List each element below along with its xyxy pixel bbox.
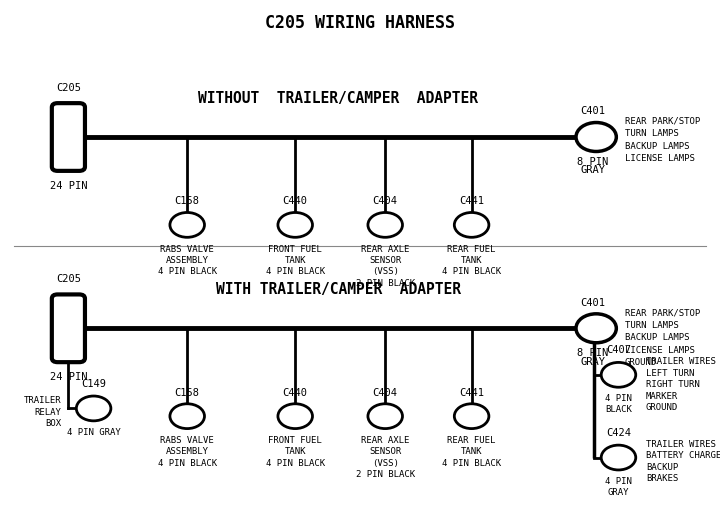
Text: BACKUP: BACKUP bbox=[646, 463, 678, 472]
Text: LICENSE LAMPS: LICENSE LAMPS bbox=[625, 154, 695, 163]
Circle shape bbox=[576, 123, 616, 151]
Text: LEFT TURN: LEFT TURN bbox=[646, 369, 694, 378]
Text: 2 PIN BLACK: 2 PIN BLACK bbox=[356, 279, 415, 287]
Text: RABS VALVE: RABS VALVE bbox=[161, 436, 214, 445]
Text: TANK: TANK bbox=[461, 447, 482, 456]
Text: 8 PIN: 8 PIN bbox=[577, 157, 608, 166]
Text: TANK: TANK bbox=[284, 447, 306, 456]
Text: TURN LAMPS: TURN LAMPS bbox=[625, 321, 679, 330]
Text: BACKUP LAMPS: BACKUP LAMPS bbox=[625, 142, 690, 151]
Text: SENSOR: SENSOR bbox=[369, 447, 401, 456]
Text: 4 PIN BLACK: 4 PIN BLACK bbox=[266, 459, 325, 467]
Text: ASSEMBLY: ASSEMBLY bbox=[166, 256, 209, 265]
Text: C158: C158 bbox=[175, 196, 199, 206]
Text: C205: C205 bbox=[56, 83, 81, 93]
Text: TRAILER WIRES: TRAILER WIRES bbox=[646, 440, 716, 449]
Text: TANK: TANK bbox=[461, 256, 482, 265]
Text: REAR PARK/STOP: REAR PARK/STOP bbox=[625, 308, 701, 317]
Text: 4 PIN GRAY: 4 PIN GRAY bbox=[67, 428, 120, 437]
Circle shape bbox=[454, 212, 489, 237]
Text: WITHOUT  TRAILER/CAMPER  ADAPTER: WITHOUT TRAILER/CAMPER ADAPTER bbox=[199, 90, 478, 106]
Text: REAR AXLE: REAR AXLE bbox=[361, 245, 410, 253]
Text: C424: C424 bbox=[606, 428, 631, 438]
Circle shape bbox=[454, 404, 489, 429]
FancyBboxPatch shape bbox=[52, 295, 85, 362]
Circle shape bbox=[601, 362, 636, 387]
Text: BLACK: BLACK bbox=[605, 405, 632, 414]
Text: MARKER: MARKER bbox=[646, 391, 678, 401]
Text: GRAY: GRAY bbox=[580, 357, 605, 367]
Circle shape bbox=[601, 445, 636, 470]
Text: C407: C407 bbox=[606, 345, 631, 355]
Text: GRAY: GRAY bbox=[608, 488, 629, 496]
Text: 4 PIN BLACK: 4 PIN BLACK bbox=[442, 459, 501, 467]
Circle shape bbox=[278, 404, 312, 429]
Text: C404: C404 bbox=[373, 388, 397, 398]
Text: 4 PIN: 4 PIN bbox=[605, 477, 632, 486]
Circle shape bbox=[170, 404, 204, 429]
Text: C441: C441 bbox=[459, 388, 484, 398]
Text: 4 PIN: 4 PIN bbox=[605, 394, 632, 403]
Text: SENSOR: SENSOR bbox=[369, 256, 401, 265]
Text: WITH TRAILER/CAMPER  ADAPTER: WITH TRAILER/CAMPER ADAPTER bbox=[216, 282, 461, 297]
Text: C404: C404 bbox=[373, 196, 397, 206]
Text: 4 PIN BLACK: 4 PIN BLACK bbox=[266, 267, 325, 276]
Circle shape bbox=[368, 212, 402, 237]
Text: RIGHT TURN: RIGHT TURN bbox=[646, 380, 700, 389]
Text: TRAILER: TRAILER bbox=[24, 396, 61, 405]
Text: C205: C205 bbox=[56, 275, 81, 284]
Text: FRONT FUEL: FRONT FUEL bbox=[269, 245, 322, 253]
Text: FRONT FUEL: FRONT FUEL bbox=[269, 436, 322, 445]
Text: C149: C149 bbox=[81, 379, 106, 389]
Text: C401: C401 bbox=[580, 298, 605, 308]
Text: 24 PIN: 24 PIN bbox=[50, 372, 87, 382]
Text: RELAY: RELAY bbox=[35, 407, 61, 417]
Text: TURN LAMPS: TURN LAMPS bbox=[625, 129, 679, 139]
Text: 4 PIN BLACK: 4 PIN BLACK bbox=[158, 459, 217, 467]
Text: C440: C440 bbox=[283, 196, 307, 206]
Text: C401: C401 bbox=[580, 107, 605, 116]
Text: 8 PIN: 8 PIN bbox=[577, 348, 608, 358]
Text: BATTERY CHARGE: BATTERY CHARGE bbox=[646, 451, 720, 461]
Text: GROUND: GROUND bbox=[646, 403, 678, 412]
Text: 2 PIN BLACK: 2 PIN BLACK bbox=[356, 470, 415, 479]
Text: BACKUP LAMPS: BACKUP LAMPS bbox=[625, 333, 690, 342]
Text: GROUND: GROUND bbox=[625, 358, 657, 367]
Text: LICENSE LAMPS: LICENSE LAMPS bbox=[625, 345, 695, 355]
Text: (VSS): (VSS) bbox=[372, 267, 399, 276]
Circle shape bbox=[368, 404, 402, 429]
Text: GRAY: GRAY bbox=[580, 165, 605, 175]
Text: C205 WIRING HARNESS: C205 WIRING HARNESS bbox=[265, 14, 455, 32]
Text: REAR FUEL: REAR FUEL bbox=[447, 436, 496, 445]
Text: REAR PARK/STOP: REAR PARK/STOP bbox=[625, 117, 701, 126]
Text: TANK: TANK bbox=[284, 256, 306, 265]
Circle shape bbox=[576, 314, 616, 343]
Text: 24 PIN: 24 PIN bbox=[50, 181, 87, 191]
Text: C441: C441 bbox=[459, 196, 484, 206]
Circle shape bbox=[170, 212, 204, 237]
Text: C440: C440 bbox=[283, 388, 307, 398]
Text: ASSEMBLY: ASSEMBLY bbox=[166, 447, 209, 456]
Text: REAR FUEL: REAR FUEL bbox=[447, 245, 496, 253]
Text: 4 PIN BLACK: 4 PIN BLACK bbox=[158, 267, 217, 276]
Circle shape bbox=[76, 396, 111, 421]
Text: C158: C158 bbox=[175, 388, 199, 398]
Text: (VSS): (VSS) bbox=[372, 459, 399, 467]
FancyBboxPatch shape bbox=[52, 103, 85, 171]
Text: BRAKES: BRAKES bbox=[646, 474, 678, 483]
Text: 4 PIN BLACK: 4 PIN BLACK bbox=[442, 267, 501, 276]
Text: REAR AXLE: REAR AXLE bbox=[361, 436, 410, 445]
Text: TRAILER WIRES: TRAILER WIRES bbox=[646, 357, 716, 367]
Circle shape bbox=[278, 212, 312, 237]
Text: RABS VALVE: RABS VALVE bbox=[161, 245, 214, 253]
Text: BOX: BOX bbox=[45, 419, 61, 428]
